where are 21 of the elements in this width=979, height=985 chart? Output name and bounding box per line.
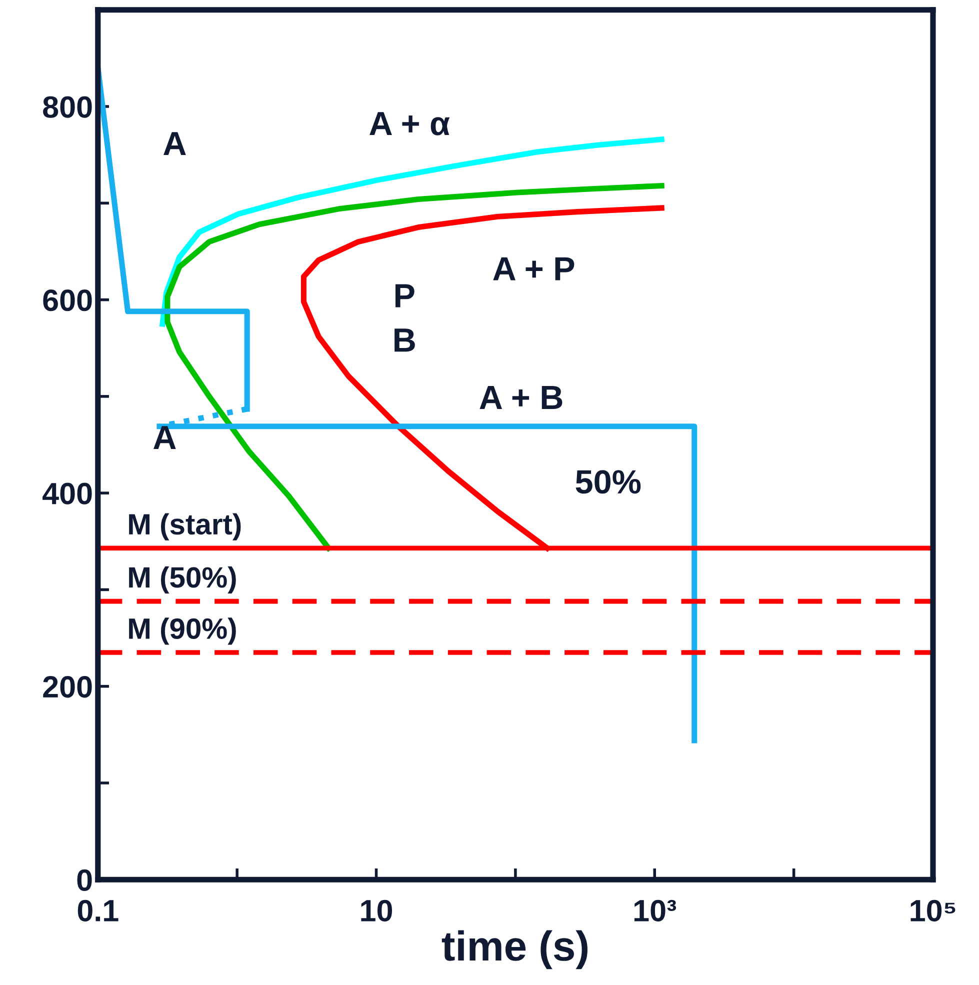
annotation: A + B (480, 386, 562, 409)
x-tick-label: 10 (361, 900, 392, 922)
annotation: A + α (370, 112, 450, 136)
x-axis-title: time (s) (442, 930, 588, 970)
y-tick-label: 400 (42, 482, 92, 504)
annotation: B (394, 328, 415, 352)
y-tick-label: 200 (43, 676, 92, 698)
annotation: A + P (493, 257, 574, 280)
annotation: A (164, 132, 186, 156)
annotation: A (154, 426, 176, 449)
x-tick-label: 0.1 (78, 900, 118, 922)
y-tick-label: 0 (77, 869, 92, 891)
x-tick-label: 10⁵ (910, 900, 956, 922)
y-tick-label: 600 (43, 290, 92, 312)
x-tick-label: 10³ (634, 900, 676, 922)
y-tick-label: 800 (43, 96, 92, 118)
ref-line-label: M (90%) (129, 618, 236, 645)
annotation: 50% (576, 470, 641, 494)
ref-line-label: M (50%) (129, 566, 236, 594)
ref-line-label: M (start) (129, 513, 241, 540)
annotation: P (395, 284, 414, 308)
